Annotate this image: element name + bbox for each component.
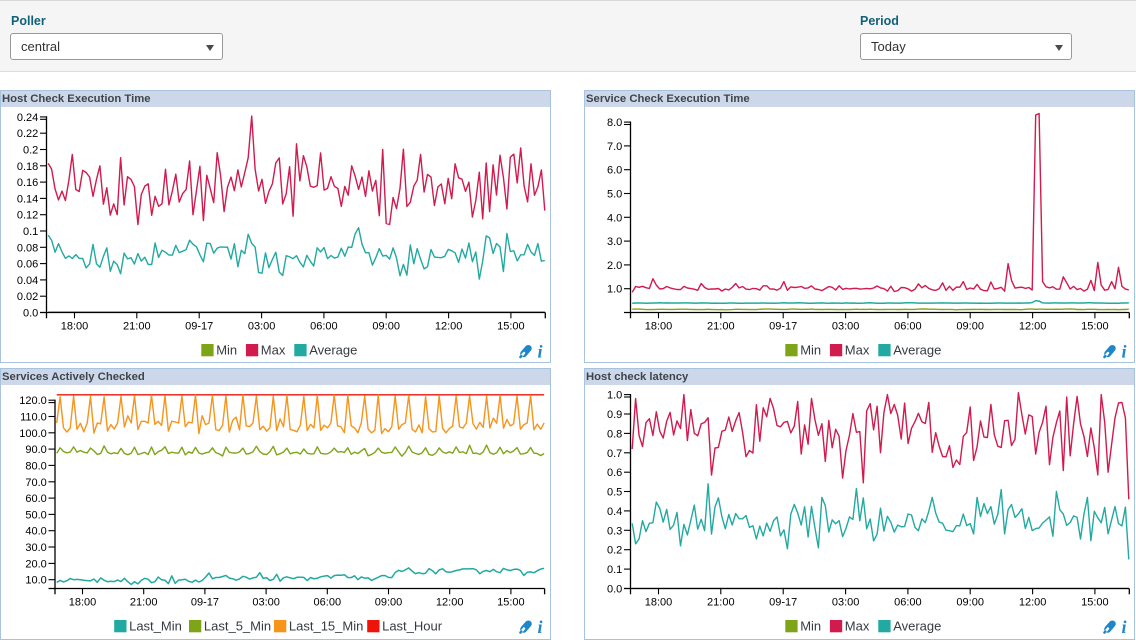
svg-text:7.0: 7.0: [607, 141, 622, 153]
svg-text:8.0: 8.0: [607, 117, 622, 129]
svg-text:09-17: 09-17: [769, 320, 797, 332]
svg-text:Last_15_Min: Last_15_Min: [289, 619, 363, 634]
svg-text:2.0: 2.0: [607, 260, 622, 272]
svg-text:0.16: 0.16: [17, 177, 38, 189]
svg-text:Min: Min: [216, 343, 237, 358]
svg-text:0.12: 0.12: [17, 210, 38, 222]
svg-text:09-17: 09-17: [191, 596, 219, 608]
svg-text:09-17: 09-17: [769, 596, 797, 608]
svg-text:90.0: 90.0: [25, 444, 46, 456]
svg-text:10.0: 10.0: [25, 575, 46, 587]
svg-text:12:00: 12:00: [436, 596, 464, 608]
svg-text:i: i: [1122, 342, 1127, 362]
svg-text:i: i: [538, 617, 543, 637]
svg-text:i: i: [538, 342, 543, 362]
svg-text:4.0: 4.0: [607, 212, 622, 224]
svg-text:15:00: 15:00: [497, 596, 525, 608]
svg-text:0.3: 0.3: [607, 525, 622, 537]
svg-text:Average: Average: [893, 619, 941, 634]
svg-text:1.0: 1.0: [607, 390, 622, 402]
svg-text:Average: Average: [309, 343, 357, 358]
svg-text:0.02: 0.02: [17, 291, 38, 303]
svg-text:Min: Min: [800, 619, 821, 634]
svg-text:110.0: 110.0: [20, 412, 47, 424]
svg-text:21:00: 21:00: [707, 596, 735, 608]
svg-text:0.0: 0.0: [23, 308, 38, 320]
svg-text:12:00: 12:00: [1019, 320, 1047, 332]
svg-text:18:00: 18:00: [645, 596, 673, 608]
svg-text:18:00: 18:00: [69, 596, 97, 608]
svg-text:1.0: 1.0: [607, 284, 622, 296]
svg-text:Last_Hour: Last_Hour: [382, 619, 443, 634]
svg-text:0.7: 0.7: [607, 448, 622, 460]
svg-text:0.04: 0.04: [17, 275, 38, 287]
svg-text:Max: Max: [261, 343, 286, 358]
svg-text:06:00: 06:00: [314, 596, 342, 608]
svg-text:40.0: 40.0: [25, 526, 46, 538]
svg-text:09:00: 09:00: [956, 596, 984, 608]
svg-text:0.2: 0.2: [607, 545, 622, 557]
svg-text:12:00: 12:00: [435, 320, 463, 332]
svg-text:0.9: 0.9: [607, 409, 622, 421]
svg-text:0.14: 0.14: [17, 193, 38, 205]
svg-text:0.1: 0.1: [607, 564, 622, 576]
svg-text:09:00: 09:00: [372, 320, 400, 332]
svg-text:80.0: 80.0: [25, 460, 46, 472]
svg-text:0.8: 0.8: [607, 428, 622, 440]
svg-text:Min: Min: [800, 343, 821, 358]
svg-text:03:00: 03:00: [248, 320, 276, 332]
svg-text:5.0: 5.0: [607, 189, 622, 201]
svg-text:0.06: 0.06: [17, 259, 38, 271]
svg-text:20.0: 20.0: [25, 558, 46, 570]
svg-text:21:00: 21:00: [130, 596, 158, 608]
svg-text:06:00: 06:00: [894, 596, 922, 608]
svg-text:i: i: [1122, 617, 1127, 637]
svg-text:0.22: 0.22: [17, 128, 38, 140]
svg-text:Last_5_Min: Last_5_Min: [204, 619, 271, 634]
svg-text:15:00: 15:00: [1081, 596, 1109, 608]
svg-text:6.0: 6.0: [607, 165, 622, 177]
svg-text:70.0: 70.0: [25, 477, 46, 489]
svg-text:50.0: 50.0: [25, 509, 46, 521]
svg-text:03:00: 03:00: [832, 596, 860, 608]
svg-text:0.1: 0.1: [23, 226, 38, 238]
svg-text:12:00: 12:00: [1019, 596, 1047, 608]
svg-text:09-17: 09-17: [185, 320, 213, 332]
svg-text:15:00: 15:00: [497, 320, 525, 332]
svg-text:Last_Min: Last_Min: [129, 619, 182, 634]
svg-text:0.6: 0.6: [607, 467, 622, 479]
svg-text:60.0: 60.0: [25, 493, 46, 505]
svg-text:Average: Average: [893, 343, 941, 358]
svg-text:15:00: 15:00: [1081, 320, 1109, 332]
svg-text:03:00: 03:00: [252, 596, 280, 608]
svg-text:09:00: 09:00: [375, 596, 403, 608]
svg-text:06:00: 06:00: [310, 320, 338, 332]
svg-text:0.08: 0.08: [17, 242, 38, 254]
svg-text:0.24: 0.24: [17, 112, 38, 124]
svg-text:06:00: 06:00: [894, 320, 922, 332]
svg-text:21:00: 21:00: [123, 320, 151, 332]
svg-text:03:00: 03:00: [832, 320, 860, 332]
svg-text:0.2: 0.2: [23, 145, 38, 157]
svg-text:100.0: 100.0: [19, 428, 47, 440]
svg-text:Max: Max: [845, 619, 870, 634]
svg-text:30.0: 30.0: [25, 542, 46, 554]
svg-text:18:00: 18:00: [645, 320, 673, 332]
svg-text:0.0: 0.0: [607, 584, 622, 596]
svg-text:18:00: 18:00: [61, 320, 89, 332]
svg-text:21:00: 21:00: [707, 320, 735, 332]
svg-text:120.0: 120.0: [19, 395, 47, 407]
svg-text:09:00: 09:00: [956, 320, 984, 332]
svg-text:0.18: 0.18: [17, 161, 38, 173]
svg-text:0.5: 0.5: [607, 487, 622, 499]
svg-text:3.0: 3.0: [607, 236, 622, 248]
svg-text:0.4: 0.4: [607, 506, 622, 518]
svg-text:Max: Max: [845, 343, 870, 358]
